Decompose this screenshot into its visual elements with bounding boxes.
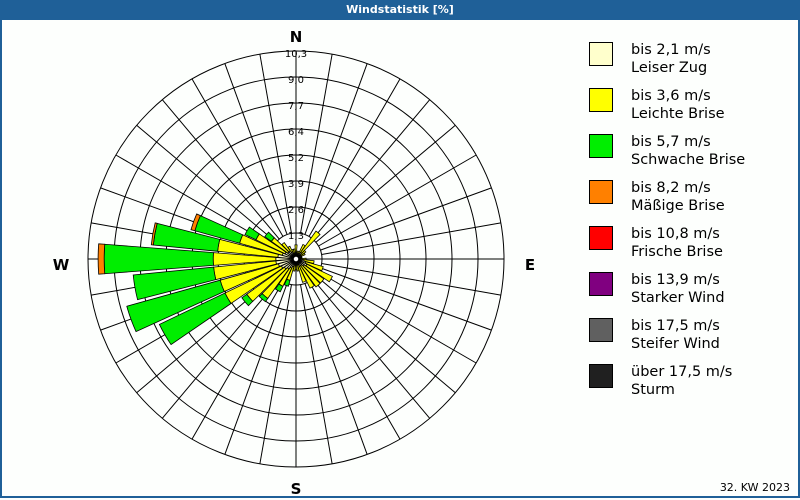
legend-swatch: [589, 226, 613, 250]
legend-swatch: [589, 88, 613, 112]
chart-title: Windstatistik [%]: [0, 0, 800, 20]
radial-tick-labels: 1,3 2,6 3,9 5,2 6,4 7,7 9,0 10,3: [285, 49, 307, 242]
legend-label: Leichte Brise: [631, 106, 725, 122]
legend-swatch: [589, 364, 613, 388]
svg-text:10,3: 10,3: [285, 49, 307, 60]
legend-label: Sturm: [631, 382, 675, 398]
legend-label: Leiser Zug: [631, 60, 708, 76]
legend-label: Frische Brise: [631, 244, 723, 260]
legend-swatch: [589, 134, 613, 158]
legend-label: Starker Wind: [631, 290, 725, 306]
legend-label: Schwache Brise: [631, 152, 746, 168]
legend-range: bis 3,6 m/s: [631, 88, 711, 104]
compass-west: W: [53, 256, 70, 274]
compass-south: S: [291, 480, 302, 496]
compass-east: E: [525, 256, 535, 274]
svg-text:1,3: 1,3: [288, 231, 304, 242]
compass-north: N: [290, 28, 303, 46]
legend-range: bis 13,9 m/s: [631, 272, 720, 288]
legend-range: bis 2,1 m/s: [631, 42, 711, 58]
svg-text:7,7: 7,7: [288, 101, 304, 112]
wind-rose: 1,3 2,6 3,9 5,2 6,4 7,7 9,0 10,3 N E S W: [53, 28, 535, 496]
svg-text:3,9: 3,9: [288, 179, 304, 190]
period-label: 32. KW 2023: [719, 481, 790, 494]
legend-range: bis 8,2 m/s: [631, 180, 711, 196]
svg-text:5,2: 5,2: [288, 153, 304, 164]
svg-text:2,6: 2,6: [288, 205, 304, 216]
legend-range: bis 10,8 m/s: [631, 226, 720, 242]
legend-label: Steifer Wind: [631, 336, 720, 352]
svg-text:9,0: 9,0: [288, 75, 304, 86]
legend-swatch: [589, 318, 613, 342]
legend-label: Mäßige Brise: [631, 198, 725, 214]
legend-range: bis 17,5 m/s: [631, 318, 720, 334]
legend-range: bis 5,7 m/s: [631, 134, 711, 150]
wind-rose-bars: [97, 213, 333, 346]
svg-text:6,4: 6,4: [288, 127, 304, 138]
legend-range: über 17,5 m/s: [631, 364, 733, 380]
legend-swatch: [589, 180, 613, 204]
legend-swatch: [589, 42, 613, 66]
legend-swatch: [589, 272, 613, 296]
